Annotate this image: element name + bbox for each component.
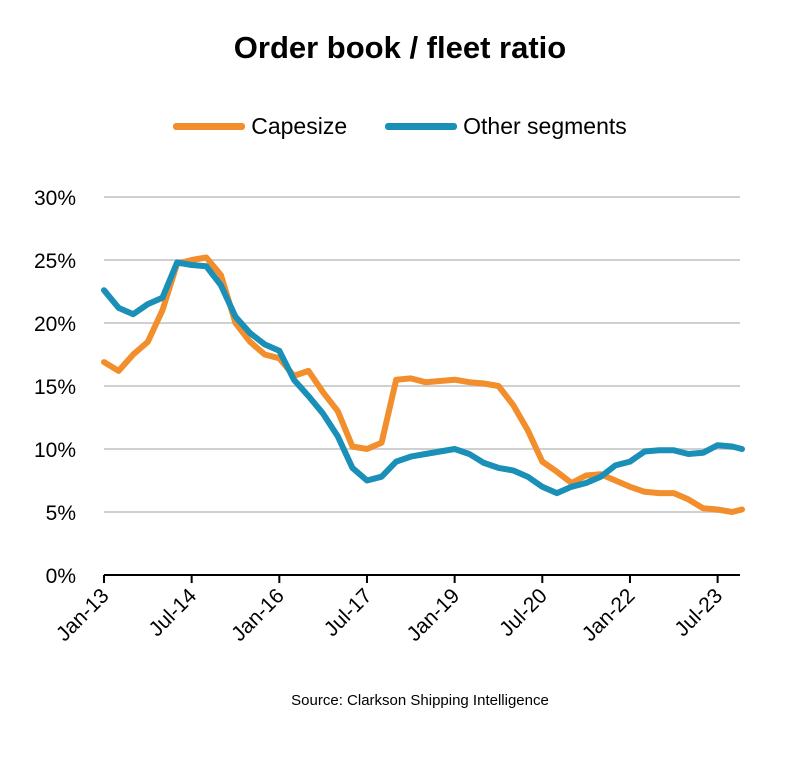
x-tick-label: Jan-19 <box>403 584 465 646</box>
series-line-other-segments <box>101 259 745 497</box>
y-tick-label: 0% <box>46 565 76 588</box>
legend-item-other-segments: Other segments <box>385 113 627 140</box>
x-tick-label: Jan-16 <box>227 584 289 646</box>
legend: Capesize Other segments <box>0 113 800 140</box>
x-tick-label: Jul-23 <box>670 584 727 641</box>
source-note: Source: Clarkson Shipping Intelligence <box>291 692 549 709</box>
y-tick-label: 25% <box>34 250 76 273</box>
y-tick-label: 5% <box>46 502 76 525</box>
y-tick-label: 15% <box>34 376 76 399</box>
y-tick-label: 10% <box>34 439 76 462</box>
legend-swatch-other-segments <box>385 123 458 130</box>
x-tick-label: Jul-17 <box>320 584 377 641</box>
x-tick-label: Jan-22 <box>578 584 640 646</box>
y-tick-label: 30% <box>34 187 76 210</box>
series-line-capesize <box>101 254 745 515</box>
legend-label-capesize: Capesize <box>251 113 348 139</box>
x-tick-label: Jul-20 <box>495 584 552 641</box>
legend-swatch-capesize <box>173 123 246 130</box>
legend-item-capesize: Capesize <box>173 113 347 140</box>
y-tick-label: 20% <box>34 313 76 336</box>
legend-label-other-segments: Other segments <box>463 113 627 139</box>
x-tick-label: Jan-13 <box>52 584 114 646</box>
chart-title: Order book / fleet ratio <box>233 30 567 65</box>
x-tick-label: Jul-14 <box>144 584 201 641</box>
